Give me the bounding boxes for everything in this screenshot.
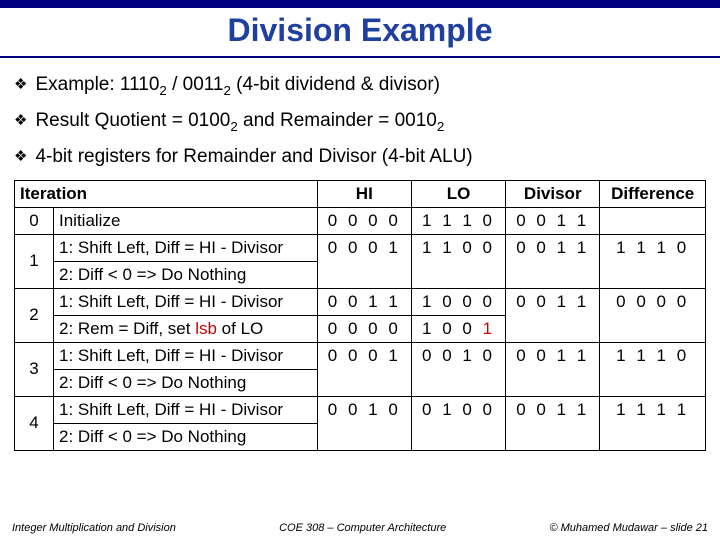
title-bar: Division Example: [0, 0, 720, 58]
bullet-2-text: Result Quotient = 01002 and Remainder = …: [35, 110, 444, 134]
cell-df: 0 0 0 0: [600, 288, 706, 315]
diamond-icon: ❖: [14, 111, 27, 129]
cell-iter: 4: [15, 396, 54, 450]
cell-hi: 0 0 0 1: [317, 234, 411, 261]
cell-desc: 1: Shift Left, Diff = HI - Divisor: [54, 396, 318, 423]
cell-df: 1 1 1 0: [600, 234, 706, 261]
table-row: 2: Rem = Diff, set lsb of LO 0 0 0 0 1 0…: [15, 315, 706, 342]
bullet-1-text: Example: 11102 / 00112 (4-bit dividend &…: [35, 74, 440, 98]
cell-dv: 0 0 1 1: [506, 342, 600, 369]
cell-desc: 2: Diff < 0 => Do Nothing: [54, 369, 318, 396]
bullet-3-text: 4-bit registers for Remainder and Diviso…: [35, 146, 472, 168]
bullet-3: ❖ 4-bit registers for Remainder and Divi…: [14, 146, 706, 168]
th-divisor: Divisor: [506, 180, 600, 207]
cell-iter: 1: [15, 234, 54, 288]
th-iteration: Iteration: [15, 180, 318, 207]
footer-left: Integer Multiplication and Division: [12, 522, 176, 534]
slide-title: Division Example: [0, 8, 720, 56]
cell-df: [600, 207, 706, 234]
cell-desc: 1: Shift Left, Diff = HI - Divisor: [54, 342, 318, 369]
cell-hi: 0 0 1 0: [317, 396, 411, 423]
cell-df: 1 1 1 0: [600, 342, 706, 369]
cell-df: 1 1 1 1: [600, 396, 706, 423]
algorithm-table: Iteration HI LO Divisor Difference 0 Ini…: [14, 180, 706, 451]
footer: Integer Multiplication and Division COE …: [12, 522, 708, 534]
diamond-icon: ❖: [14, 75, 27, 93]
cell-desc: 2: Diff < 0 => Do Nothing: [54, 261, 318, 288]
cell-lo: 0 0 1 0: [411, 342, 505, 369]
cell-iter: 0: [15, 207, 54, 234]
table-row: 2: Diff < 0 => Do Nothing: [15, 369, 706, 396]
cell-iter: 2: [15, 288, 54, 342]
cell-dv: 0 0 1 1: [506, 288, 600, 315]
cell-iter: 3: [15, 342, 54, 396]
table-row: 3 1: Shift Left, Diff = HI - Divisor 0 0…: [15, 342, 706, 369]
bullet-1: ❖ Example: 11102 / 00112 (4-bit dividend…: [14, 74, 706, 98]
table-row: 4 1: Shift Left, Diff = HI - Divisor 0 0…: [15, 396, 706, 423]
bullet-2: ❖ Result Quotient = 01002 and Remainder …: [14, 110, 706, 134]
cell-desc: 2: Rem = Diff, set lsb of LO: [54, 315, 318, 342]
table-header-row: Iteration HI LO Divisor Difference: [15, 180, 706, 207]
th-lo: LO: [411, 180, 505, 207]
table-row: 0 Initialize 0 0 0 0 1 1 1 0 0 0 1 1: [15, 207, 706, 234]
cell-hi: 0 0 0 0: [317, 315, 411, 342]
cell-dv: 0 0 1 1: [506, 207, 600, 234]
cell-hi: 0 0 1 1: [317, 288, 411, 315]
cell-dv: 0 0 1 1: [506, 396, 600, 423]
table-row: 1 1: Shift Left, Diff = HI - Divisor 0 0…: [15, 234, 706, 261]
cell-desc: 1: Shift Left, Diff = HI - Divisor: [54, 288, 318, 315]
cell-lo: 0 1 0 0: [411, 396, 505, 423]
th-difference: Difference: [600, 180, 706, 207]
cell-lo: 1 0 0 0: [411, 288, 505, 315]
cell-lo: 1 1 0 0: [411, 234, 505, 261]
table-row: 2: Diff < 0 => Do Nothing: [15, 261, 706, 288]
cell-desc: 2: Diff < 0 => Do Nothing: [54, 423, 318, 450]
cell-lo: 1 0 0 1: [411, 315, 505, 342]
table-row: 2: Diff < 0 => Do Nothing: [15, 423, 706, 450]
table-row: 2 1: Shift Left, Diff = HI - Divisor 0 0…: [15, 288, 706, 315]
cell-hi: 0 0 0 1: [317, 342, 411, 369]
cell-hi: 0 0 0 0: [317, 207, 411, 234]
cell-desc: Initialize: [54, 207, 318, 234]
th-hi: HI: [317, 180, 411, 207]
cell-lo: 1 1 1 0: [411, 207, 505, 234]
diamond-icon: ❖: [14, 147, 27, 165]
content-area: ❖ Example: 11102 / 00112 (4-bit dividend…: [0, 58, 720, 451]
footer-right: © Muhamed Mudawar – slide 21: [549, 522, 708, 534]
cell-desc: 1: Shift Left, Diff = HI - Divisor: [54, 234, 318, 261]
cell-dv: 0 0 1 1: [506, 234, 600, 261]
footer-center: COE 308 – Computer Architecture: [279, 522, 446, 534]
